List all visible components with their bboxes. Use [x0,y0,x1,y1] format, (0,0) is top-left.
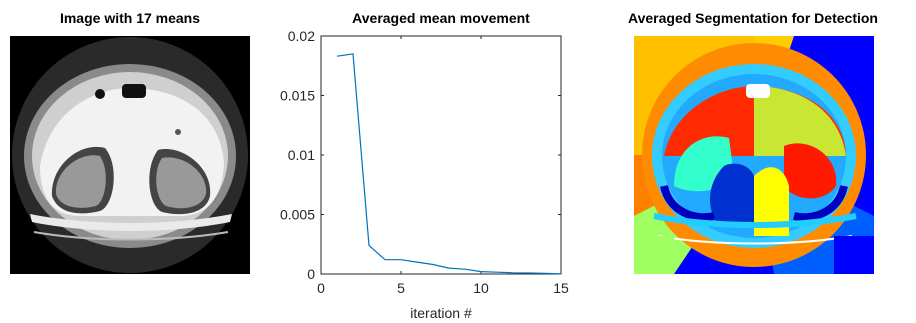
right-image-title: Averaged Segmentation for Detection [628,10,878,26]
y-tick-label: 0.005 [280,207,315,223]
x-tick-label: 10 [473,280,489,296]
plot-area [320,35,562,275]
y-tick-label: 0 [307,266,315,282]
segmentation-image [634,36,874,274]
x-axis-label: iteration # [410,305,472,321]
x-tick-label: 15 [553,280,569,296]
x-tick-label: 0 [317,280,325,296]
y-tick-label: 0.015 [280,88,315,104]
ct-scan-image [10,36,250,274]
y-tick-label: 0.01 [288,147,315,163]
x-tick-label: 5 [397,280,405,296]
left-image-title: Image with 17 means [59,10,201,26]
series-line [336,53,562,275]
chart-title: Averaged mean movement [352,10,530,26]
y-tick-label: 0.02 [288,28,315,44]
